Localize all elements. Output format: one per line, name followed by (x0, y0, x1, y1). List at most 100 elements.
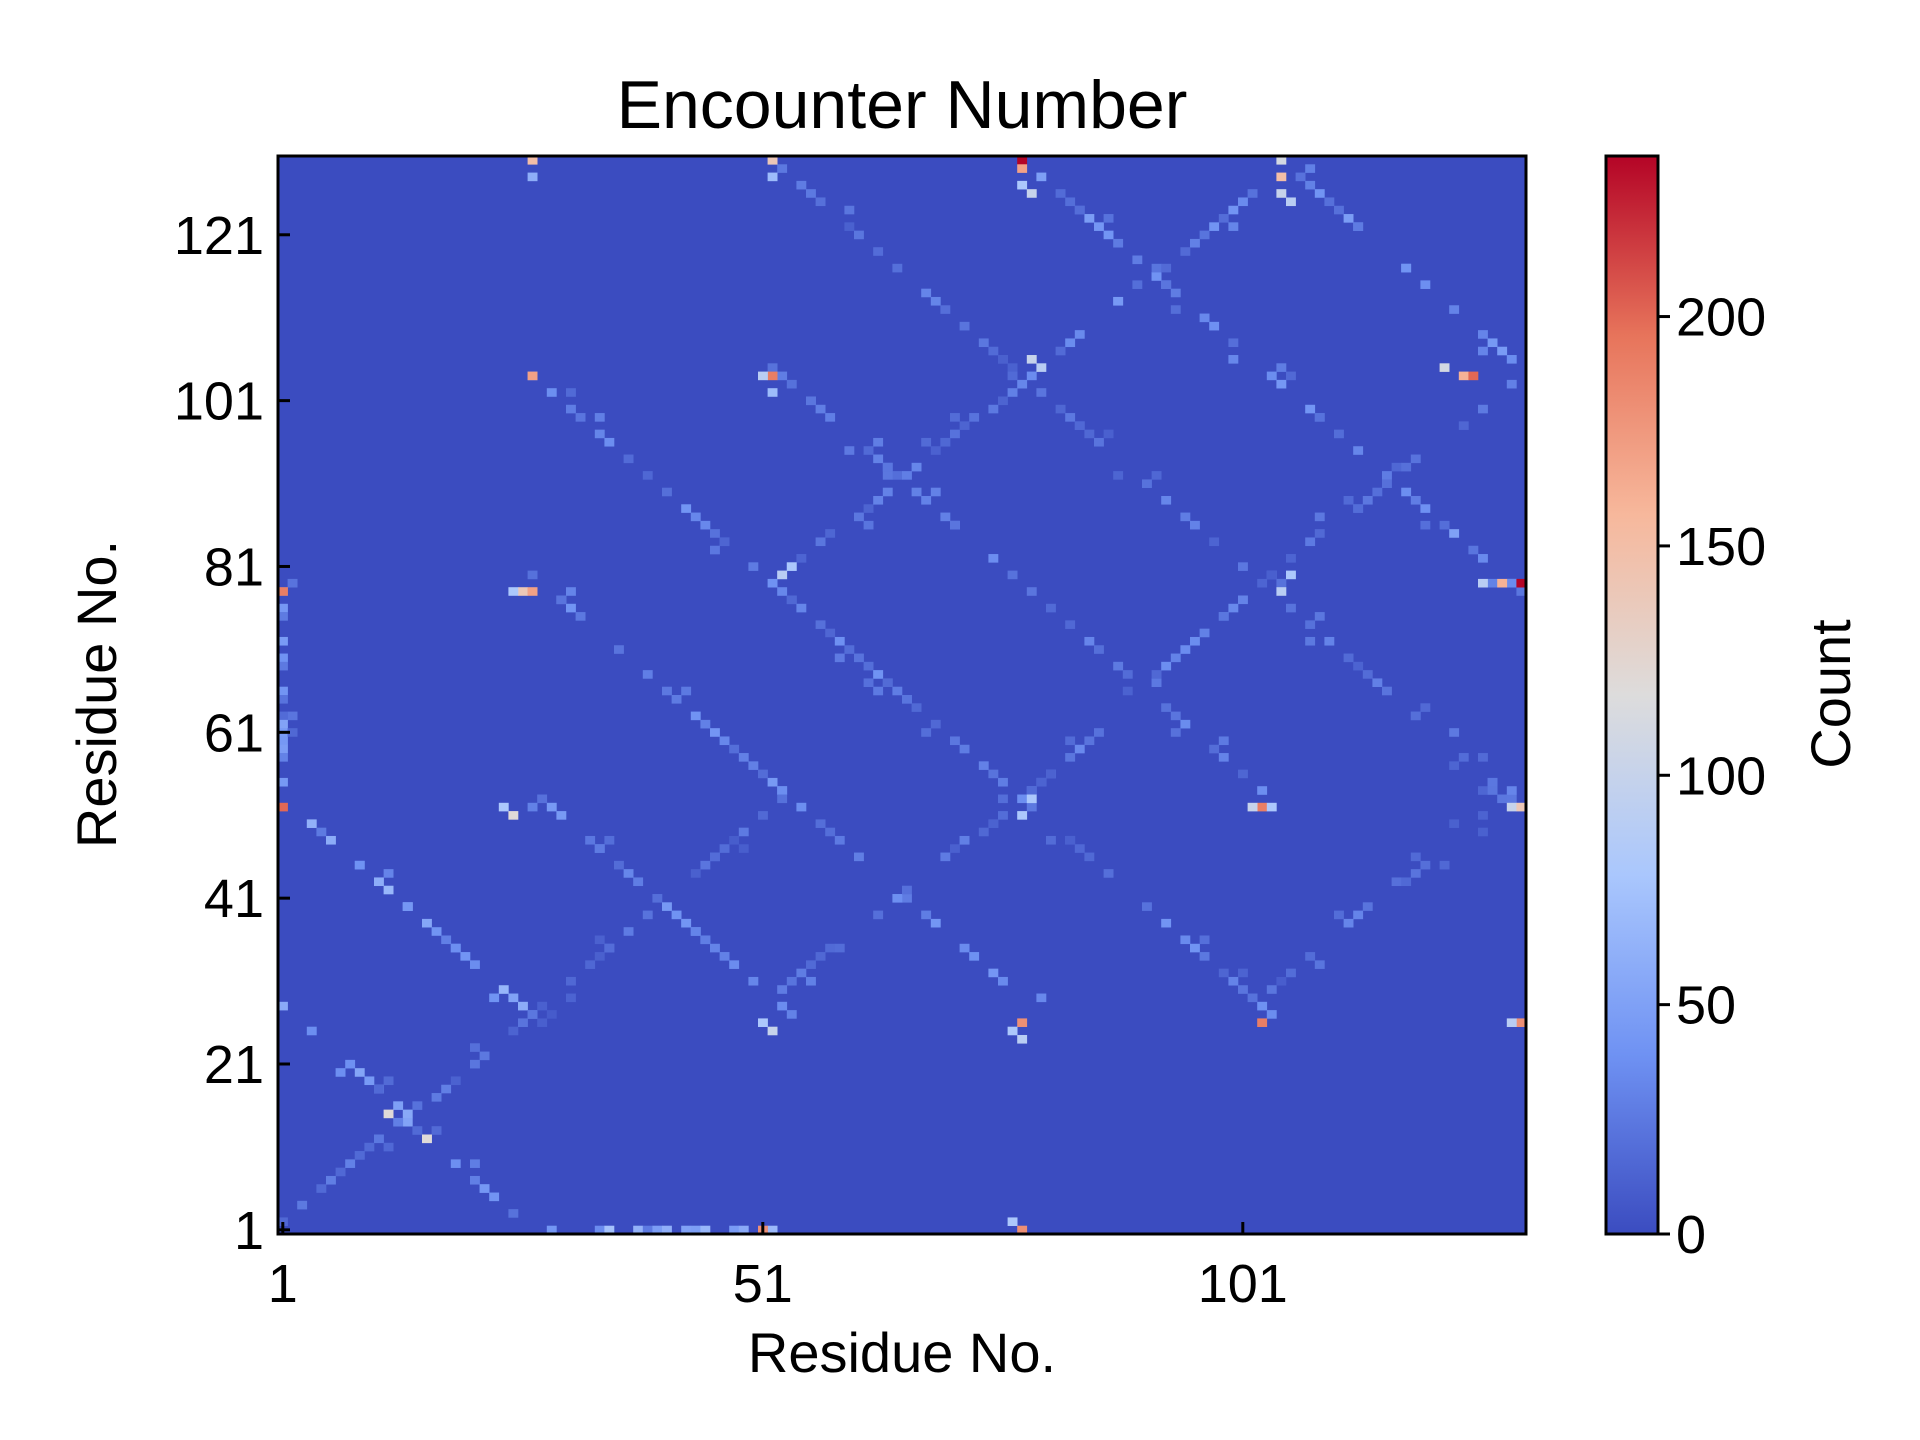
heatmap-cell (777, 786, 788, 795)
heatmap-cell (1478, 346, 1488, 356)
heatmap-cell (748, 976, 759, 986)
heatmap-cell (326, 835, 336, 845)
heatmap-cell (1391, 462, 1402, 472)
heatmap-cell (882, 487, 893, 497)
heatmap-cell (690, 1225, 701, 1235)
heatmap-cell (450, 943, 461, 953)
heatmap-cell (508, 1209, 519, 1218)
heatmap-cell (1094, 437, 1104, 447)
heatmap-cell (1065, 197, 1076, 207)
colorbar-gradient (1604, 154, 1660, 1236)
heatmap-cell (1026, 587, 1037, 596)
heatmap-cell (1305, 404, 1316, 414)
heatmap-cell (1487, 786, 1498, 795)
heatmap-cell (1401, 877, 1412, 887)
heatmap-cell (911, 487, 922, 497)
heatmap-cell (1074, 744, 1085, 754)
heatmap-cell (921, 728, 932, 737)
heatmap-cell (767, 156, 778, 165)
heatmap-cell (834, 835, 845, 845)
heatmap-cell (844, 645, 855, 654)
heatmap-cell (1218, 214, 1229, 223)
heatmap-cell (278, 587, 288, 596)
heatmap-cell (527, 156, 538, 165)
heatmap-cell (834, 653, 845, 663)
heatmap-cell (1439, 363, 1450, 372)
heatmap-cell (998, 355, 1008, 364)
heatmap-cell (988, 346, 999, 356)
heatmap-cell (767, 363, 778, 372)
heatmap-cell (863, 504, 874, 513)
heatmap-cell (470, 960, 480, 969)
heatmap-cell (1506, 379, 1517, 389)
heatmap-cell (1151, 471, 1162, 480)
heatmap-cell (594, 413, 605, 422)
heatmap-cell (815, 537, 826, 547)
heatmap-cell (546, 1225, 557, 1235)
heatmap-cell (354, 1068, 365, 1077)
heatmap-cell (767, 388, 778, 397)
heatmap-cell (1199, 313, 1210, 323)
heatmap-cell (854, 512, 864, 522)
heatmap-cell (1449, 529, 1460, 538)
heatmap-cell (566, 603, 576, 613)
heatmap-cell (998, 396, 1008, 406)
heatmap-cell (1420, 504, 1431, 513)
heatmap-cell (470, 1159, 480, 1168)
heatmap-cell (998, 811, 1008, 820)
heatmap-cell (710, 728, 720, 737)
y-tick-label: 121 (174, 206, 264, 266)
heatmap-cell (633, 877, 644, 887)
heatmap-cell (1036, 993, 1047, 1003)
heatmap-cell (393, 1101, 404, 1110)
heatmap-cell (662, 1225, 672, 1235)
heatmap-cell (1142, 902, 1152, 911)
heatmap-cell (402, 902, 413, 911)
heatmap-cell (825, 628, 836, 638)
heatmap-cell (278, 753, 288, 762)
heatmap-cell (1228, 355, 1239, 364)
y-axis-label: Residue No. (65, 540, 128, 848)
heatmap-cell (556, 595, 567, 605)
heatmap-cell (1334, 910, 1344, 920)
heatmap-cell (527, 802, 538, 812)
heatmap-cell (710, 852, 720, 862)
heatmap-cell (623, 927, 634, 936)
colorbar-label: Count (1799, 619, 1862, 769)
heatmap-cell (594, 429, 605, 439)
heatmap-cell (988, 404, 999, 414)
heatmap-cell (1458, 421, 1469, 430)
heatmap-cell (815, 952, 826, 961)
heatmap-cell (1410, 852, 1421, 862)
heatmap-cell (1142, 479, 1152, 488)
y-tick-label: 1 (234, 1201, 264, 1261)
heatmap-cell (537, 794, 548, 804)
heatmap-cell (316, 1184, 327, 1193)
heatmap-cell (1161, 263, 1172, 273)
heatmap-cell (431, 1093, 442, 1102)
heatmap-cell (1122, 670, 1133, 679)
heatmap-cell (1017, 1225, 1028, 1235)
heatmap-cell (1516, 587, 1527, 596)
heatmap-cell (873, 910, 884, 920)
heatmap-cell (748, 562, 759, 571)
heatmap-cell (1170, 711, 1181, 721)
heatmap-cell (278, 777, 288, 787)
heatmap-cell (1506, 355, 1517, 364)
heatmap-cell (1161, 280, 1172, 289)
heatmap-cell (950, 413, 960, 422)
heatmap-cell (1238, 968, 1248, 978)
heatmap-cell (902, 695, 912, 704)
heatmap-cell (1353, 910, 1364, 920)
heatmap-cell (1247, 802, 1258, 812)
heatmap-cell (1478, 753, 1488, 762)
heatmap-cell (431, 1126, 442, 1135)
heatmap-cell (690, 869, 701, 878)
heatmap-cell (681, 686, 692, 696)
heatmap-cell (969, 413, 980, 422)
heatmap-cell (278, 612, 288, 621)
heatmap-cell (1065, 835, 1076, 845)
heatmap-cell (1420, 280, 1431, 289)
heatmap-cell (604, 943, 615, 953)
heatmap-cell (1113, 238, 1124, 248)
